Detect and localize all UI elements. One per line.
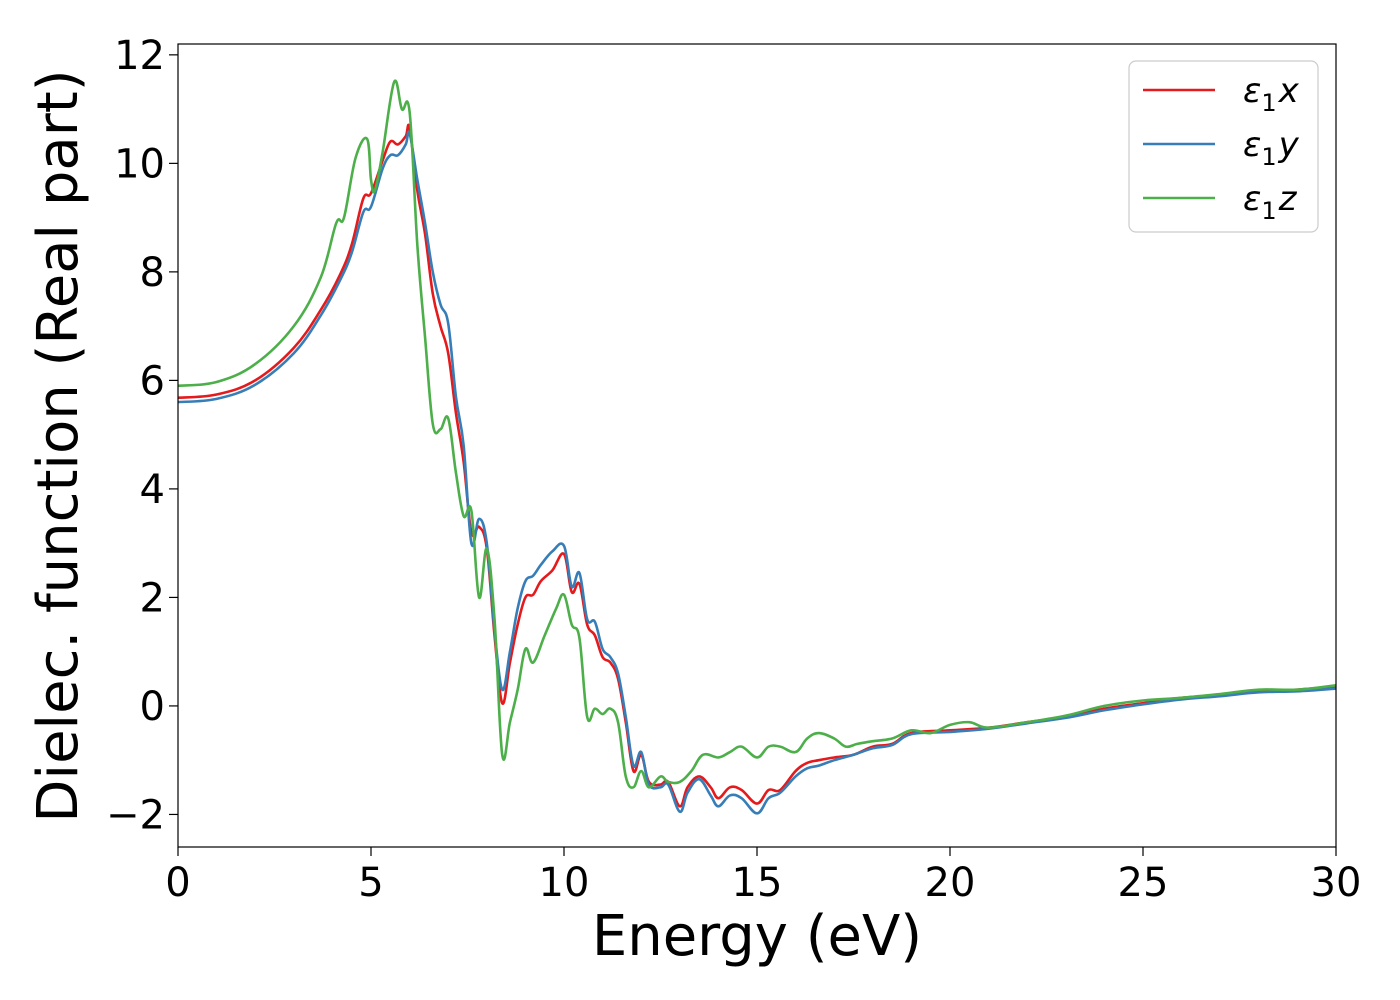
legend-box [1128, 60, 1319, 233]
y-tick-label: 0 [140, 684, 165, 730]
x-tick-label: 30 [1311, 860, 1362, 906]
y-axis-ticks: −2 0 2 4 6 8 10 12 [106, 33, 178, 838]
y-tick-label: 2 [140, 575, 165, 621]
x-tick-label: 20 [925, 860, 976, 906]
y-tick-label: −2 [106, 792, 165, 838]
series-line-x [177, 123, 1337, 808]
y-tick-label: 6 [140, 358, 165, 404]
x-tick-label: 25 [1118, 860, 1169, 906]
y-tick-label: 12 [114, 33, 165, 79]
x-axis-ticks: 0 5 10 15 20 25 30 [165, 847, 1361, 906]
x-tick-label: 5 [358, 860, 383, 906]
legend-symbol: ε [1243, 125, 1261, 165]
series-layer [177, 79, 1337, 815]
legend-subscript: 1 [1261, 143, 1276, 171]
legend-variable: x [1278, 71, 1300, 111]
y-tick-label: 4 [140, 467, 165, 513]
y-tick-label: 10 [114, 141, 165, 187]
legend-label-z: ε1z [1243, 179, 1298, 225]
legend-label-x: ε1x [1243, 71, 1300, 117]
legend-symbol: ε [1243, 71, 1261, 111]
y-axis-label: Dielec. function (Real part) [26, 69, 91, 822]
legend-label-y: ε1y [1243, 125, 1300, 171]
x-tick-label: 10 [539, 860, 590, 906]
x-tick-label: 15 [732, 860, 783, 906]
legend-variable: z [1278, 179, 1298, 219]
series-line-z [177, 79, 1337, 789]
series-line-y [177, 130, 1337, 815]
x-tick-label: 0 [165, 860, 190, 906]
legend-subscript: 1 [1261, 89, 1276, 117]
legend-subscript: 1 [1261, 197, 1276, 225]
y-tick-label: 8 [140, 250, 165, 296]
legend-variable: y [1278, 125, 1300, 165]
x-axis-label: Energy (eV) [592, 904, 922, 969]
legend-symbol: ε [1243, 179, 1261, 219]
